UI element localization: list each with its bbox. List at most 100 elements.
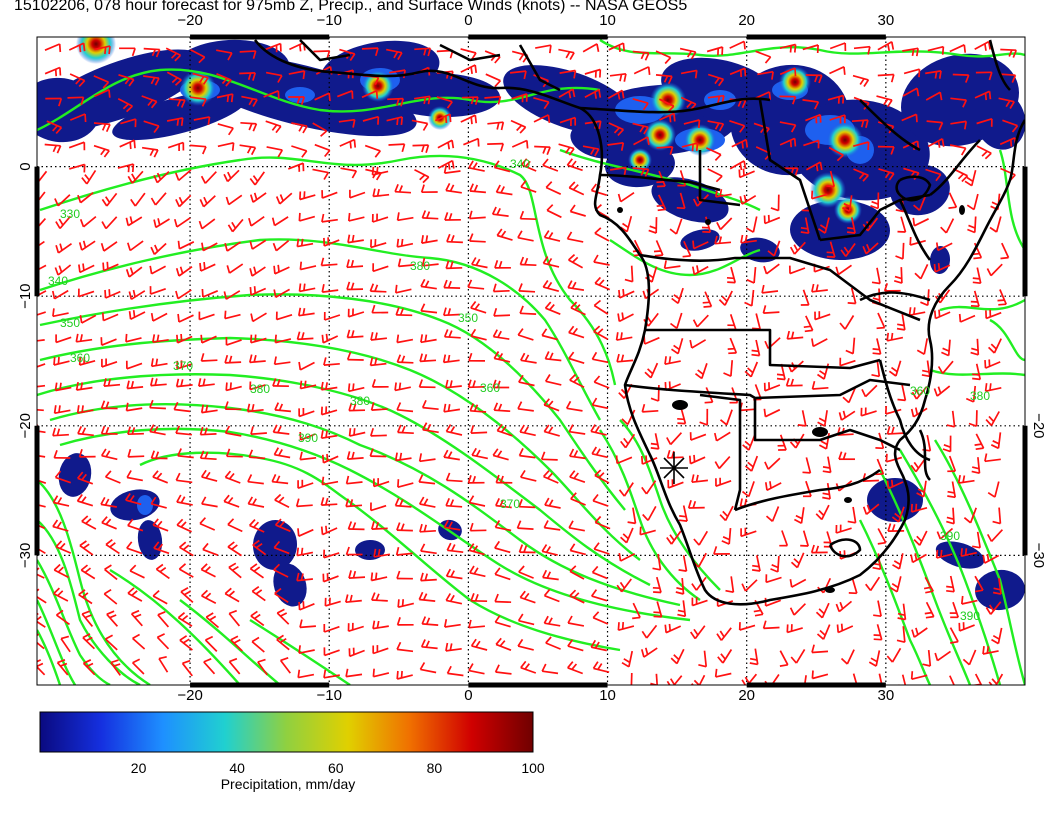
wind-barb (811, 670, 829, 680)
wind-barb (166, 71, 182, 86)
wind-barb (719, 505, 734, 522)
contour-line (37, 479, 151, 685)
coast-border-line (699, 393, 742, 511)
wind-barb (321, 453, 339, 464)
wind-barb (779, 67, 797, 77)
lake-island (672, 400, 688, 410)
coast-border-line (518, 44, 561, 92)
wind-barb (248, 354, 266, 364)
wind-barb (149, 377, 167, 387)
wind-barb (870, 192, 880, 210)
wind-barb (494, 567, 511, 581)
wind-barb (177, 612, 193, 627)
wind-barb (985, 601, 1002, 615)
wind-barb (702, 291, 713, 308)
wind-barb (567, 661, 584, 675)
wind-barb (53, 587, 69, 602)
lat-tick-label-right: −30 (1030, 543, 1047, 568)
coast-border-line (988, 39, 1011, 91)
wind-barb (933, 263, 951, 273)
wind-barb (101, 216, 118, 230)
precip-cell (790, 199, 890, 261)
wind-barb (199, 517, 216, 531)
wind-barb (226, 263, 244, 274)
wind-barb (493, 307, 511, 317)
coast-border-line (299, 39, 351, 62)
contour-line (59, 427, 691, 622)
wind-barb (495, 498, 512, 509)
coast-border-line (734, 468, 881, 512)
wind-barb (916, 338, 929, 355)
contour-line (37, 68, 601, 132)
wind-barb (591, 397, 609, 410)
wind-barb (494, 615, 511, 628)
wind-barb (198, 218, 216, 230)
wind-barb (155, 563, 170, 580)
wind-barb (925, 91, 943, 101)
wind-barb (946, 575, 955, 593)
wind-barb (312, 168, 329, 180)
wind-barb (721, 528, 732, 545)
wind-barb (568, 325, 585, 339)
wind-barb (199, 195, 216, 208)
wind-barb (347, 234, 364, 244)
wind-barb (949, 601, 960, 619)
wind-barb (982, 645, 999, 655)
wind-barb (691, 265, 709, 276)
wind-barb (853, 45, 871, 55)
wind-barb (248, 519, 265, 533)
wind-barb (770, 194, 780, 212)
wind-barb (541, 328, 558, 341)
contour-line (939, 298, 1025, 312)
wind-barb (671, 287, 684, 304)
wind-barb (224, 425, 242, 437)
wind-barb (370, 502, 387, 512)
wind-barb (681, 142, 699, 152)
wind-barb (609, 166, 627, 176)
wind-barb (650, 433, 660, 450)
wind-barb (518, 448, 536, 459)
wind-barb (627, 507, 637, 525)
coast-border-line (698, 150, 741, 207)
wind-barb (991, 627, 1003, 645)
wind-barb (544, 351, 562, 362)
contour-line (858, 519, 932, 685)
wind-barb (227, 518, 243, 533)
wind-barb (936, 527, 954, 540)
wind-barb (642, 288, 660, 300)
wind-barb (664, 623, 682, 634)
wind-barb (323, 237, 340, 247)
wind-barb (853, 168, 869, 182)
wind-barb (970, 290, 980, 308)
wind-barb (339, 138, 357, 149)
wind-barb (468, 210, 486, 220)
wind-barb (175, 194, 192, 208)
wind-barb (652, 576, 662, 594)
wind-barb (984, 453, 1001, 463)
wind-barb (689, 432, 707, 441)
wind-barb (149, 399, 166, 410)
colorbar-tick-label: 60 (328, 760, 344, 776)
wind-barb (190, 144, 207, 155)
wind-barb (706, 46, 724, 56)
wind-barb (935, 242, 953, 252)
wind-barb (224, 587, 240, 603)
wind-barb (519, 424, 536, 437)
coast-border-line (859, 99, 921, 152)
wind-barb (520, 352, 537, 364)
wind-barb (467, 475, 485, 484)
wind-barb (803, 139, 820, 149)
wind-barb (126, 470, 143, 482)
wind-barb (761, 284, 779, 294)
wind-barb (648, 217, 658, 234)
wind-barb (873, 624, 883, 641)
wind-barb (495, 637, 512, 651)
wind-barb (815, 602, 830, 619)
wind-barb (77, 426, 94, 437)
wind-barb (176, 333, 193, 344)
wind-barb (104, 470, 121, 484)
wind-barb (926, 120, 944, 131)
wind-barb (117, 97, 133, 113)
wind-barb (117, 163, 135, 173)
wind-barb (829, 42, 847, 52)
